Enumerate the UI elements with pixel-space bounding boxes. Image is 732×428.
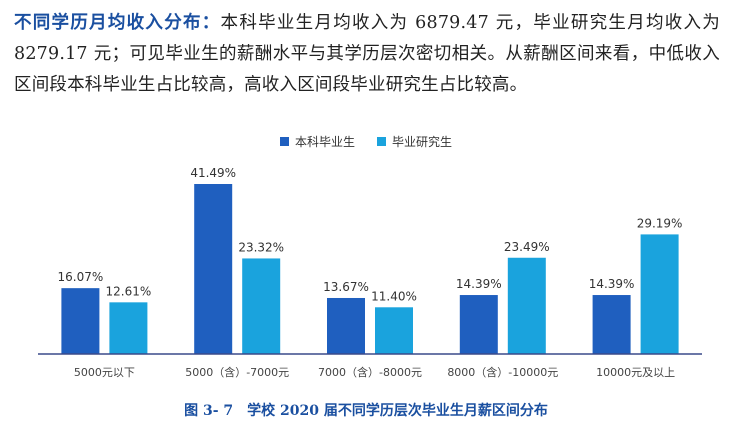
bar bbox=[507, 257, 546, 354]
chart-legend: 本科毕业生 毕业研究生 bbox=[0, 133, 732, 150]
legend-item-undergrad: 本科毕业生 bbox=[279, 133, 355, 150]
data-label: 14.39% bbox=[456, 277, 502, 291]
legend-item-graduate: 毕业研究生 bbox=[377, 133, 452, 150]
data-label: 14.39% bbox=[589, 277, 635, 291]
category-tick-label: 5000元以下 bbox=[74, 366, 135, 379]
bar bbox=[109, 302, 148, 354]
data-label: 11.40% bbox=[371, 289, 417, 303]
paragraph-body: 本科毕业生月均收入为 6879.47 元，毕业研究生月均收入为 8279.17 … bbox=[14, 13, 720, 95]
figure-caption: 图 3- 7 学校 2020 届不同学历层次毕业生月薪区间分布 bbox=[184, 403, 548, 419]
bar bbox=[375, 307, 413, 354]
category-tick-label: 8000（含）-10000元 bbox=[447, 365, 558, 379]
bar bbox=[242, 258, 281, 354]
data-label: 29.19% bbox=[637, 216, 683, 230]
intro-paragraph: 不同学历月均收入分布：本科毕业生月均收入为 6879.47 元，毕业研究生月均收… bbox=[14, 8, 720, 101]
data-label: 23.49% bbox=[504, 240, 550, 254]
legend-label-graduate: 毕业研究生 bbox=[392, 135, 453, 149]
category-tick-label: 10000元及以上 bbox=[596, 366, 675, 379]
bar bbox=[327, 297, 365, 354]
data-label: 16.07% bbox=[58, 270, 104, 284]
legend-swatch-undergrad bbox=[279, 137, 289, 146]
bar bbox=[194, 184, 233, 354]
bar-chart: 16.07%12.61% 5000元以下 41.49% 23.32% 5000（含）-7… bbox=[38, 166, 702, 379]
paragraph-lead: 不同学历月均收入分布： bbox=[14, 13, 221, 33]
category-tick-label: 5000（含）-7000元 bbox=[185, 365, 289, 379]
legend-label-undergrad: 本科毕业生 bbox=[294, 135, 355, 149]
bar bbox=[61, 288, 100, 354]
data-label: 41.49% bbox=[190, 166, 236, 180]
bar bbox=[592, 295, 631, 354]
bar bbox=[640, 234, 679, 354]
category-tick-label: 7000（含）-8000元 bbox=[318, 365, 422, 379]
data-label: 12.61% bbox=[106, 284, 152, 298]
legend-swatch-graduate bbox=[377, 137, 386, 146]
data-label: 23.32% bbox=[238, 240, 284, 254]
bar bbox=[459, 295, 498, 354]
data-label: 13.67% bbox=[323, 280, 369, 294]
